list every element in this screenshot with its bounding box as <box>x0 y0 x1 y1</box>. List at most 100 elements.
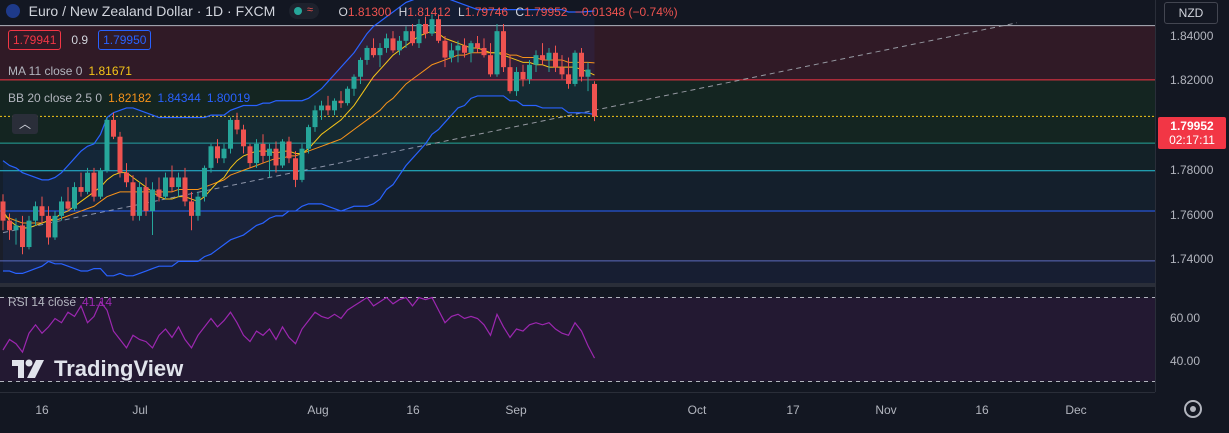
candle-body <box>39 206 45 216</box>
tradingview-watermark: TradingView <box>12 356 183 382</box>
currency-selector[interactable]: NZD <box>1164 2 1218 24</box>
time-axis[interactable]: 16 Jul Aug 16 Sep Oct 17 Nov 16 Dec <box>0 392 1155 433</box>
candle-body <box>520 71 526 80</box>
price-zone <box>0 260 1155 283</box>
candle-body <box>488 55 493 75</box>
candle-body <box>494 31 500 75</box>
candle-body <box>91 172 97 197</box>
candle-body <box>299 148 305 180</box>
current-price-tag: 1.79952 02:17:11 <box>1158 117 1226 149</box>
tradingview-logo-icon <box>12 359 44 378</box>
bb-basis-value: 1.82182 <box>108 91 152 105</box>
candle-body <box>449 50 454 58</box>
candle-body <box>553 52 558 68</box>
candle-body <box>221 148 227 159</box>
candle-body <box>306 127 311 149</box>
rsi-band-fill <box>0 297 1155 382</box>
rsi-label: RSI 14 close <box>8 295 77 309</box>
candle-body <box>377 47 383 56</box>
price-zone <box>0 143 1155 171</box>
candle-body <box>260 143 266 156</box>
bollinger-lower-line <box>3 95 595 277</box>
candle-body <box>566 74 571 84</box>
trend-line <box>2 22 1018 234</box>
candle-body <box>189 201 194 216</box>
candle-body <box>462 45 467 53</box>
market-status-icon[interactable]: ≈ <box>288 3 319 19</box>
settings-gear-icon[interactable] <box>1184 400 1202 418</box>
candle-body <box>124 172 129 183</box>
time-label: Oct <box>687 403 707 417</box>
high-value: 1.81412 <box>407 5 451 19</box>
candle-body <box>546 52 552 60</box>
candle-body <box>273 148 279 166</box>
candle-body <box>202 167 207 197</box>
candle-body <box>26 220 32 248</box>
candle-body <box>319 105 324 111</box>
change-value: −0.01348 (−0.74%) <box>574 5 678 19</box>
candle-body <box>559 67 565 75</box>
candle-body <box>572 52 578 84</box>
time-label: Aug <box>307 403 329 417</box>
chevron-up-icon: ︿ <box>18 117 31 131</box>
candle-body <box>540 55 545 60</box>
bb-legend[interactable]: BB 20 close 2.5 0 1.82182 1.84344 1.8001… <box>8 91 250 105</box>
candle-body <box>423 23 428 34</box>
candle-body <box>351 76 357 89</box>
candle-body <box>33 206 38 221</box>
candle-body <box>117 136 123 173</box>
candle-body <box>481 47 487 56</box>
candle-body <box>384 38 389 48</box>
candle-body <box>533 55 539 65</box>
candle-body <box>416 23 422 44</box>
candle-body <box>410 31 415 44</box>
candle-body <box>20 225 25 248</box>
bb-upper-value: 1.84344 <box>157 91 201 105</box>
close-label: C <box>515 5 525 19</box>
price-label: 1.78000 <box>1170 163 1214 177</box>
candle-body <box>150 189 155 212</box>
candle-body <box>332 100 337 111</box>
collapse-legend-button[interactable]: ︿ <box>12 114 38 134</box>
symbol-flag-icon[interactable] <box>6 4 20 18</box>
candle-body <box>208 146 214 168</box>
price-zone <box>0 79 1155 144</box>
candle-body <box>312 110 318 128</box>
time-label: 17 <box>786 403 800 417</box>
price-axis[interactable]: NZD 1.84000 1.82000 1.78000 1.76000 1.74… <box>1155 0 1229 392</box>
ma-value: 1.81671 <box>88 64 132 78</box>
candle-body <box>104 119 110 171</box>
time-label: Nov <box>875 403 897 417</box>
candle-body <box>501 31 506 68</box>
price-chart[interactable] <box>0 0 1155 392</box>
sell-button[interactable]: 1.79941 <box>8 30 62 50</box>
candle-body <box>507 67 513 92</box>
candle-body <box>585 69 591 77</box>
candle-body <box>397 40 402 51</box>
candle-body <box>364 47 370 60</box>
bb-label: BB 20 close 2.5 0 <box>8 91 103 105</box>
candle-body <box>345 88 350 104</box>
rsi-value: 41.14 <box>82 295 113 309</box>
bb-lower-value: 1.80019 <box>206 91 251 105</box>
candle-body <box>514 71 519 92</box>
candle-body <box>338 100 344 104</box>
candle-body <box>527 64 532 80</box>
candle-body <box>325 105 331 111</box>
symbol-title[interactable]: Euro / New Zealand Dollar · 1D · FXCM <box>28 3 276 19</box>
rsi-legend[interactable]: RSI 14 close 41.14 <box>8 295 112 309</box>
pane-separator[interactable] <box>0 283 1229 287</box>
order-panel: 1.79941 0.9 1.79950 <box>8 30 152 50</box>
buy-button[interactable]: 1.79950 <box>98 30 152 50</box>
time-label: Sep <box>505 403 527 417</box>
candle-body <box>241 129 246 147</box>
price-label: 1.76000 <box>1170 208 1214 222</box>
watermark-text: TradingView <box>54 356 184 381</box>
candle-body <box>228 119 233 149</box>
candle-body <box>13 225 19 231</box>
ma-legend[interactable]: MA 11 close 0 1.81671 <box>8 64 132 78</box>
current-price-value: 1.79952 <box>1170 119 1214 133</box>
candle-body <box>215 146 220 159</box>
candle-body <box>280 141 285 166</box>
candle-body <box>65 201 71 209</box>
